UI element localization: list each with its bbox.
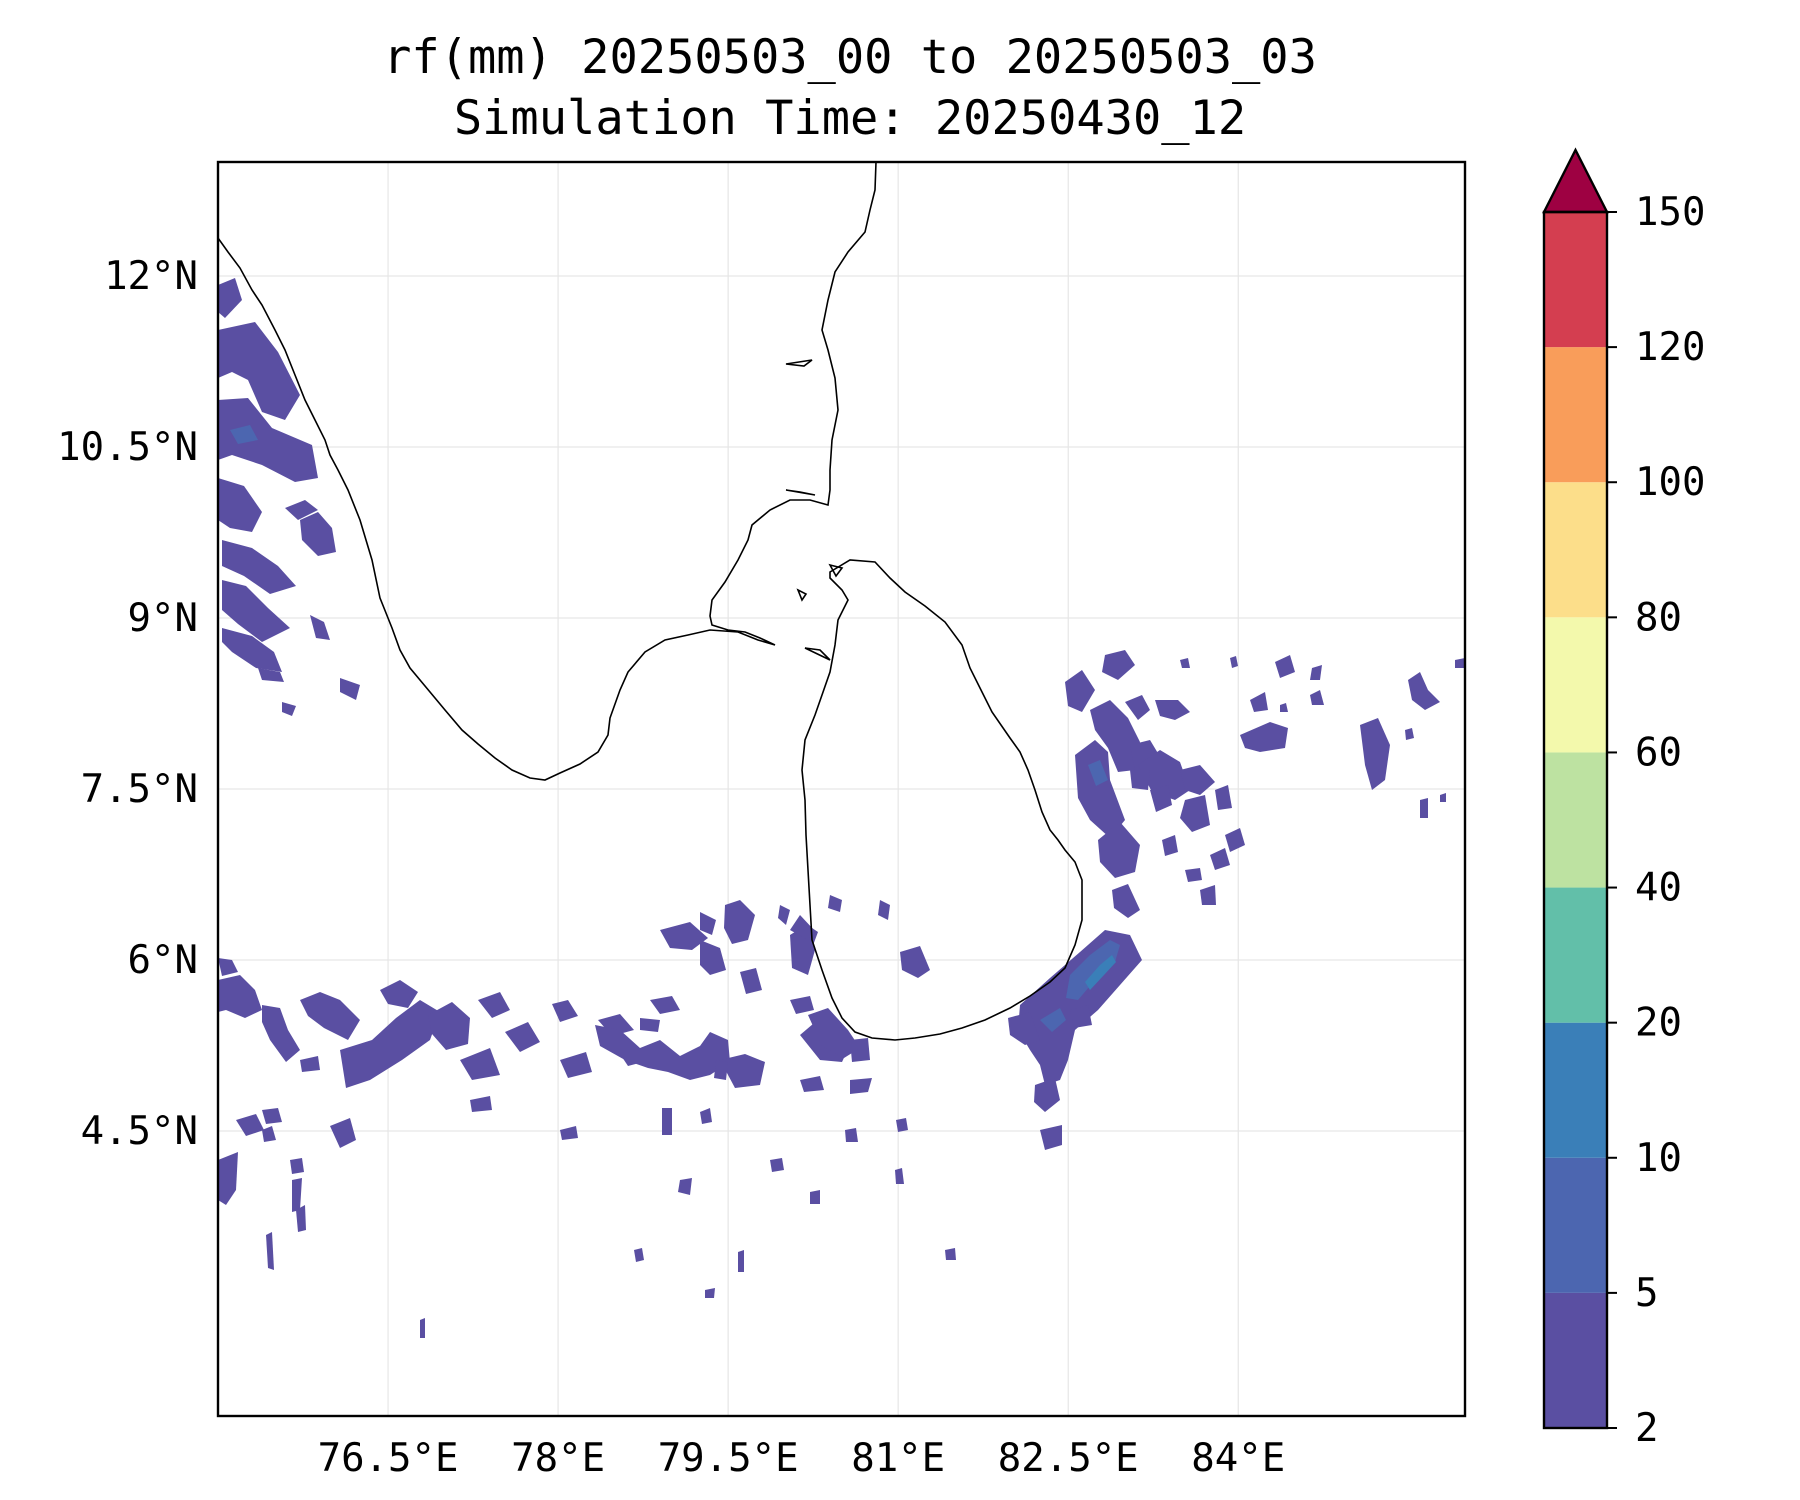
colorbar-tick-label: 40 — [1635, 866, 1682, 911]
colorbar-tick-label: 120 — [1635, 325, 1705, 370]
y-tick-label: 10.5°N — [57, 425, 198, 470]
colorbar-segment — [1544, 1023, 1607, 1158]
colorbar-extend-arrow — [1544, 150, 1607, 212]
colorbar-segment — [1544, 888, 1607, 1023]
colorbar-tick-label: 5 — [1635, 1271, 1658, 1316]
colorbar-segment — [1544, 752, 1607, 887]
y-tick-label: 6°N — [128, 938, 198, 983]
latitude-axis: 12°N 10.5°N 9°N 7.5°N 6°N 4.5°N — [57, 254, 198, 1154]
colorbar-segment — [1544, 617, 1607, 752]
colorbar-segment — [1544, 212, 1607, 347]
colorbar-segment — [1544, 347, 1607, 482]
longitude-axis: 76.5°E 78°E 79.5°E 81°E 82.5°E 84°E — [318, 1436, 1286, 1481]
colorbar-tick-label: 150 — [1635, 190, 1705, 235]
colorbar-tick-label: 10 — [1635, 1136, 1682, 1181]
y-tick-label: 7.5°N — [81, 767, 198, 812]
colorbar-segment — [1544, 1293, 1607, 1428]
colorbar-tick-label: 2 — [1635, 1406, 1658, 1451]
colorbar: 2 5 10 20 40 60 80 100 120 150 — [1544, 150, 1705, 1451]
y-tick-label: 4.5°N — [81, 1109, 198, 1154]
x-tick-label: 78°E — [511, 1436, 605, 1481]
y-tick-label: 9°N — [128, 596, 198, 641]
x-tick-label: 79.5°E — [658, 1436, 799, 1481]
colorbar-tick-label: 60 — [1635, 730, 1682, 775]
x-tick-label: 76.5°E — [318, 1436, 459, 1481]
colorbar-tick-label: 20 — [1635, 1001, 1682, 1046]
colorbar-segment — [1544, 1158, 1607, 1293]
colorbar-segment — [1544, 482, 1607, 617]
colorbar-tick-label: 100 — [1635, 460, 1705, 505]
y-tick-label: 12°N — [104, 254, 198, 299]
x-tick-label: 84°E — [1191, 1436, 1285, 1481]
colorbar-tick-label: 80 — [1635, 595, 1682, 640]
x-tick-label: 82.5°E — [998, 1436, 1139, 1481]
x-tick-label: 81°E — [851, 1436, 945, 1481]
